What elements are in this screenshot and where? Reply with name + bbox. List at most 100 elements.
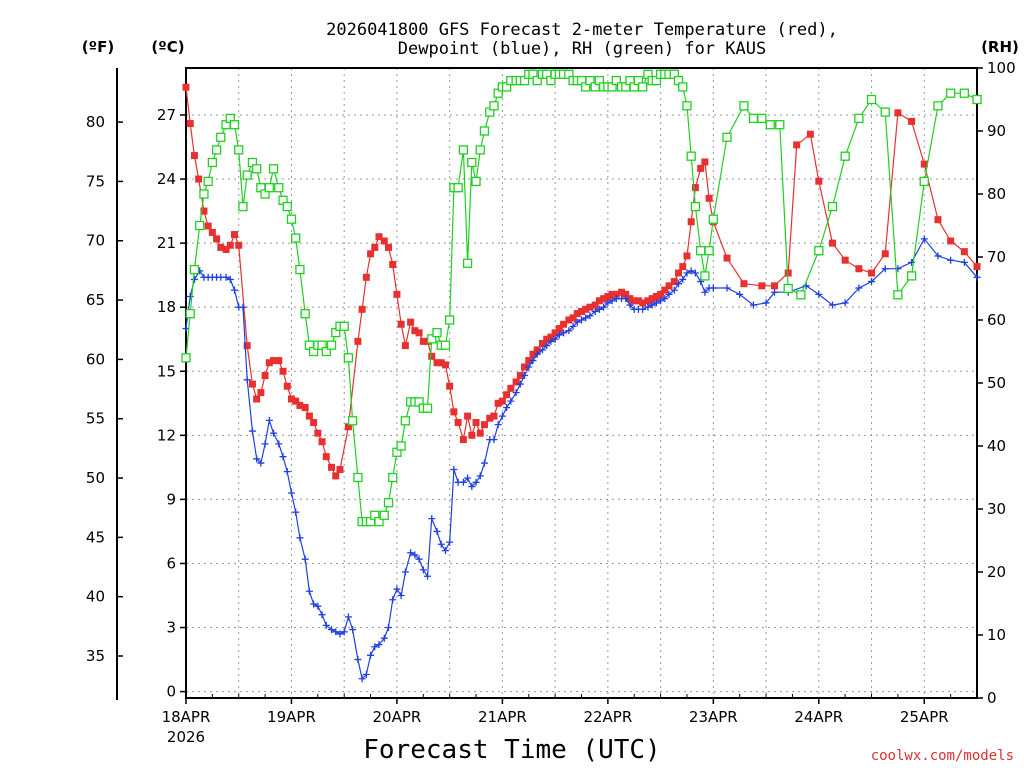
rh-point [379,510,389,520]
temperature-point [652,293,660,301]
dewpoint-point [389,596,397,604]
dewpoint-point [586,312,594,320]
temperature-point [437,359,445,367]
rh-point [945,88,956,98]
rh-point [181,353,191,363]
temperature-point [208,228,216,236]
x-tick-label: 24APR [794,708,843,726]
celsius-tick-label: 0 [166,683,176,701]
celsius-axis-label: (ºC) [151,38,184,56]
plot-border [185,67,978,699]
temperature-point [697,164,705,172]
dewpoint-point [920,235,928,243]
temperature-point [310,419,318,427]
temperature-point [829,239,837,247]
rh-point [840,151,850,161]
rh-point [722,132,732,142]
rh-tick-label: 20 [987,563,1006,581]
dewpoint-point [336,630,344,638]
temperature-point [283,382,291,390]
temperature-point [186,120,194,128]
temperature-point [204,222,212,230]
dewpoint-point [190,275,198,283]
rh-point [462,258,473,268]
temperature-point [679,263,687,271]
rh-point [185,309,195,319]
data-series [181,69,982,683]
dewpoint-point [239,303,247,311]
rh-point [347,416,358,426]
temperature-point [973,263,981,271]
x-tick-label: 21APR [478,708,527,726]
dewpoint-point [415,555,423,563]
temperature-point [371,243,379,251]
dewpoint-point [490,436,498,444]
rh-point [295,264,305,275]
dewpoint-point [600,303,608,311]
dewpoint-point [243,376,251,384]
dewpoint-point [301,555,309,563]
rh-point [757,113,767,124]
rh-tick-label: 80 [987,185,1006,203]
temperature-point [533,346,541,354]
temperature-point [612,290,620,298]
temperature-point [419,337,427,345]
rh-point [445,315,455,325]
dewpoint-point [687,267,695,275]
dewpoint-point [749,301,757,309]
rh-point [880,107,890,117]
temperature-point [604,293,612,301]
temperature-point [322,453,330,461]
credit-link[interactable]: coolwx.com/models [871,748,1014,764]
temperature-point [401,342,409,350]
temperature-point [630,297,638,305]
dewpoint-point [186,293,194,301]
dewpoint-point [841,299,849,307]
temperature-point [740,280,748,288]
rh-point [585,75,595,86]
rh-point [211,145,222,155]
temperature-point [393,290,401,298]
dewpoint-point [472,478,480,486]
rh-point [374,516,384,527]
rh-point [203,176,213,187]
dewpoint-point [569,322,577,330]
rh-point [427,334,437,344]
rh-point [783,283,793,294]
rh-point [475,145,485,155]
rh-tick-label: 30 [987,500,1006,518]
dewpoint-point [679,275,687,283]
rh-tick-label: 0 [987,689,997,707]
temperature-point [261,372,269,380]
fahrenheit-tick-label: 40 [86,588,105,606]
temperature-point [182,83,190,91]
temperature-point [490,412,498,420]
rh-point [268,164,279,174]
dewpoint-point [503,404,511,412]
dewpoint-point [468,483,476,491]
temperature-point [190,152,198,160]
dewpoint-point [670,286,678,294]
rh-point [396,441,406,451]
celsius-tick-label: 15 [157,362,176,380]
dewpoint-point [644,303,652,311]
temperature-point [213,235,221,243]
dewpoint-point [507,397,515,405]
temperature-point [657,290,665,298]
rh-point [264,183,274,193]
temperature-point [454,419,462,427]
dewpoint-point [947,256,955,264]
dewpoint-point [257,459,265,467]
temperature-point [868,269,876,277]
rh-point [300,309,310,319]
temperature-point [626,295,634,303]
dewpoint-point [582,314,590,322]
dewpoint-point [551,335,559,343]
temperature-point [521,363,529,371]
dewpoint-point [608,297,616,305]
rh-point [291,233,301,243]
dewpoint-point [401,568,409,576]
rh-point [682,101,692,111]
temperature-point [446,382,454,390]
temperature-point [644,297,652,305]
